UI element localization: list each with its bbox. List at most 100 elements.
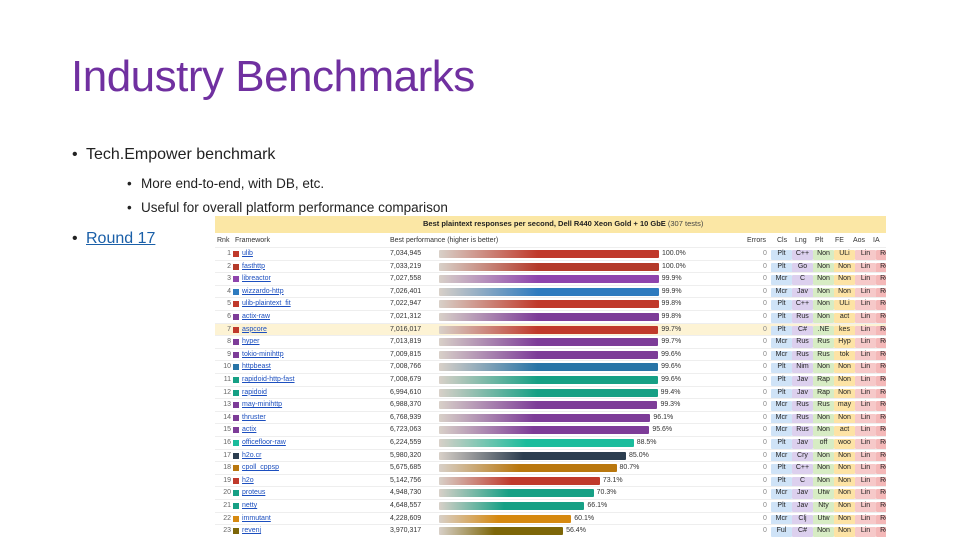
framework-link[interactable]: aspcore <box>242 325 267 333</box>
requests-cell: 7,008,679 <box>390 376 422 383</box>
sub-bullet-end-to-end: • More end-to-end, with DB, etc. <box>127 176 324 191</box>
requests-cell: 7,016,017 <box>390 325 422 333</box>
attribute-tag: Clj <box>792 514 813 525</box>
errors-cell: 0 <box>763 338 767 346</box>
performance-percent: 99.3% <box>660 401 681 409</box>
performance-percent: 99.6% <box>661 363 681 371</box>
framework-link[interactable]: tokio-minihttp <box>242 350 284 358</box>
framework-link[interactable]: actix <box>242 426 257 434</box>
attribute-tag: Non <box>834 476 855 487</box>
benchmark-header: Best plaintext responses per second, Del… <box>215 216 886 233</box>
errors-cell: 0 <box>763 489 767 497</box>
requests-cell: 4,948,730 <box>390 489 422 497</box>
framework-link[interactable]: rapidoid-http-fast <box>242 376 295 383</box>
performance-bar <box>439 376 659 384</box>
rank-cell: 5 <box>227 300 231 308</box>
framework-color-swatch <box>233 351 239 358</box>
framework-link[interactable]: hyper <box>242 338 260 346</box>
errors-cell: 0 <box>763 413 767 421</box>
errors-cell: 0 <box>763 527 767 535</box>
framework-link[interactable]: httpbeast <box>242 363 271 371</box>
framework-link[interactable]: h2o.cr <box>242 451 262 459</box>
framework-color-swatch <box>233 276 239 283</box>
attribute-tag: Non <box>813 313 834 323</box>
errors-cell: 0 <box>763 439 767 446</box>
attribute-tag: Rea <box>876 489 886 500</box>
rank-cell: 15 <box>223 426 231 434</box>
attribute-tag: Rus <box>792 350 813 361</box>
table-row: 6 actix-raw 7,021,312 99.8% 0 Plt Rus Non act Lin… <box>215 310 886 324</box>
framework-link[interactable]: ulib <box>242 250 253 257</box>
performance-bar <box>439 476 600 485</box>
errors-cell: 0 <box>763 325 767 333</box>
framework-link[interactable]: libreactor <box>242 275 271 283</box>
attribute-tag: Mcr <box>771 514 792 525</box>
benchmark-title: Best plaintext responses per second, Del… <box>423 219 703 228</box>
rank-cell: 21 <box>223 502 231 509</box>
attribute-tag: Non <box>813 262 834 273</box>
attribute-tag: Rea <box>876 413 886 424</box>
performance-bar <box>439 464 617 473</box>
framework-link[interactable]: ulib-plaintext_fit <box>242 300 291 308</box>
requests-cell: 3,970,317 <box>390 527 422 535</box>
framework-link[interactable]: thruster <box>242 413 266 421</box>
requests-cell: 7,033,219 <box>390 262 422 270</box>
attribute-tag: Rea <box>876 275 886 286</box>
framework-link[interactable]: officefloor-raw <box>242 439 286 446</box>
attribute-tag: Go <box>792 262 813 273</box>
attribute-tag: Rea <box>876 426 886 437</box>
framework-link[interactable]: wizzardo-http <box>242 287 284 295</box>
attribute-tag: Non <box>834 388 855 399</box>
errors-cell: 0 <box>763 250 767 257</box>
framework-link[interactable]: proteus <box>242 489 266 497</box>
performance-percent: 99.8% <box>661 300 682 308</box>
sub-bullet-comparison-text: Useful for overall platform performance … <box>141 200 448 215</box>
attribute-tag: Mcr <box>771 338 792 349</box>
attribute-tag: Rus <box>792 338 813 349</box>
framework-link[interactable]: netty <box>242 502 258 509</box>
performance-bar <box>439 401 658 410</box>
bullet-round: • Round 17 <box>72 230 155 248</box>
framework-link[interactable]: rapidoid <box>242 388 267 396</box>
performance-percent: 60.1% <box>574 514 595 522</box>
performance-bar <box>439 426 650 435</box>
attribute-tag: Rea <box>876 388 886 399</box>
attribute-tag: kes <box>834 325 855 336</box>
requests-cell: 7,034,945 <box>390 250 422 257</box>
attribute-tag: Lin <box>855 514 876 525</box>
slide-title: Industry Benchmarks <box>71 52 475 101</box>
errors-cell: 0 <box>763 287 767 295</box>
round-17-link[interactable]: Round 17 <box>86 230 156 247</box>
attribute-tag: Nty <box>813 502 834 512</box>
framework-link[interactable]: h2o <box>242 476 254 484</box>
framework-link[interactable]: cpoll_cppsp <box>242 464 279 472</box>
attribute-tag: Jav <box>792 287 813 298</box>
errors-cell: 0 <box>763 426 767 434</box>
performance-percent: 99.8% <box>661 313 682 320</box>
framework-color-swatch <box>233 414 239 421</box>
framework-link[interactable]: revenj <box>242 527 262 535</box>
sub-bullet-end-to-end-text: More end-to-end, with DB, etc. <box>141 176 325 191</box>
attribute-tag: Rus <box>792 401 813 412</box>
rank-cell: 8 <box>227 338 231 346</box>
attribute-tag: ULi <box>834 250 855 260</box>
framework-link[interactable]: may-minihttp <box>242 401 283 409</box>
attribute-tag: Non <box>834 363 855 374</box>
errors-cell: 0 <box>763 350 767 358</box>
framework-link[interactable]: fasthttp <box>242 262 265 270</box>
attribute-tag: Lin <box>855 464 876 475</box>
attribute-tag: off <box>813 439 834 449</box>
performance-bar <box>439 413 651 422</box>
attribute-tag: Rea <box>876 376 886 386</box>
attribute-tag: Mcr <box>771 275 792 286</box>
attribute-tag: Lin <box>855 401 876 412</box>
attribute-tag: Non <box>834 275 855 286</box>
table-row: 4 wizzardo-http 7,026,401 99.9% 0 Mcr Jav Non No… <box>215 284 886 299</box>
framework-color-swatch <box>233 503 239 509</box>
framework-link[interactable]: immutant <box>242 514 271 522</box>
attribute-tag: Plt <box>771 363 792 374</box>
framework-link[interactable]: actix-raw <box>242 313 271 320</box>
attribute-tag: Non <box>834 262 855 273</box>
